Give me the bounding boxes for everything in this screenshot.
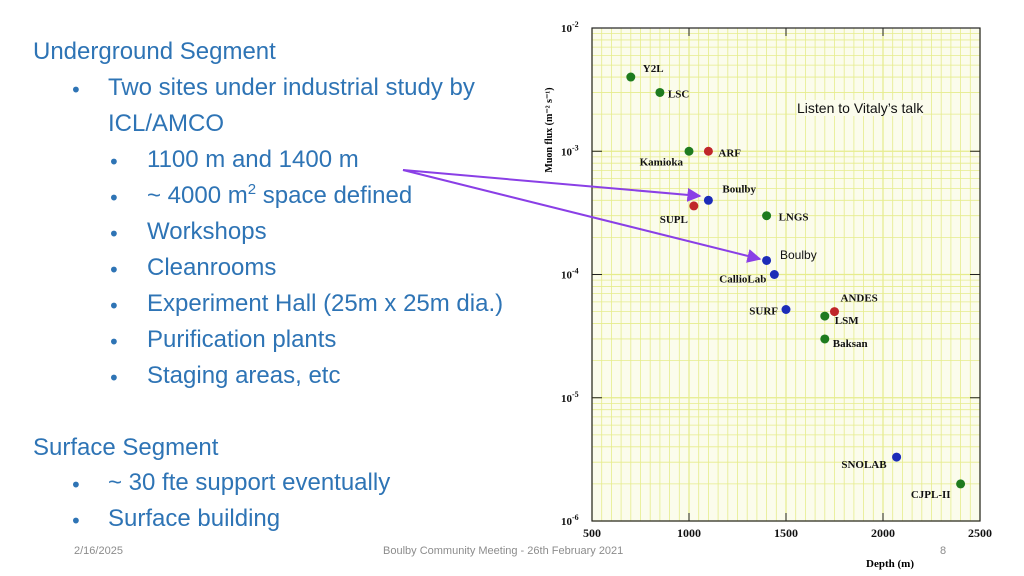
- data-point-label: CallioLab: [719, 274, 766, 286]
- data-point: [892, 452, 902, 462]
- underground-item: Workshops: [147, 218, 267, 245]
- vitaly-note: Listen to Vitaly’s talk: [797, 100, 924, 116]
- data-point: [689, 201, 699, 211]
- data-point-label: SNOLAB: [841, 459, 887, 471]
- x-tick-label: 1000: [677, 526, 701, 540]
- data-point: [762, 255, 772, 265]
- footer-page-number: 8: [940, 545, 947, 557]
- x-tick-label: 1500: [774, 526, 798, 540]
- bullet-icon: •: [70, 78, 82, 102]
- x-axis-label: Depth (m): [866, 558, 914, 570]
- data-point: [830, 307, 839, 317]
- data-point-label: LNGS: [779, 212, 809, 224]
- data-point-label: LSC: [668, 88, 689, 100]
- underground-item: Purification plants: [147, 326, 337, 353]
- data-point: [781, 305, 791, 315]
- y-tick-label: 10-5: [561, 390, 579, 405]
- x-tick-label: 2000: [871, 526, 895, 540]
- superscript-2: 2: [247, 181, 257, 198]
- underground-item: Cleanrooms: [147, 254, 277, 281]
- data-point-label: LSM: [835, 315, 859, 327]
- bullet-icon: •: [108, 258, 120, 282]
- data-point: [655, 87, 665, 97]
- y-tick-label: 10-6: [561, 513, 579, 528]
- data-point: [820, 334, 830, 344]
- data-point-label: Y2L: [643, 63, 664, 75]
- underground-intro-line2: ICL/AMCO: [108, 110, 225, 137]
- surface-item: Surface building: [108, 505, 281, 532]
- y-tick-label: 10-2: [561, 20, 579, 35]
- data-point-label: ANDES: [841, 293, 878, 305]
- data-point-label: SUPL: [660, 214, 688, 226]
- y-axis-label: Muon flux (m⁻² s⁻¹): [544, 87, 555, 172]
- arrow-to-boulby-1400: [402, 169, 762, 263]
- data-point-label: Kamioka: [640, 156, 684, 168]
- bullet-icon: •: [108, 294, 120, 318]
- boulby-callout-label: Boulby: [780, 248, 817, 262]
- bullet-icon: •: [108, 186, 120, 210]
- data-point: [703, 195, 713, 205]
- space-text-tail: space defined: [256, 182, 413, 209]
- surface-item: ~ 30 fte support eventually: [108, 469, 391, 496]
- underground-item: 1100 m and 1400 m: [147, 146, 359, 173]
- bullet-icon: •: [70, 509, 82, 533]
- tick-marks: [591, 27, 981, 522]
- surface-heading: Surface Segment: [33, 434, 219, 461]
- bullet-icon: •: [70, 473, 82, 497]
- data-point-label: SURF: [749, 306, 778, 318]
- data-point: [820, 311, 830, 321]
- y-tick-label: 10-3: [561, 143, 579, 158]
- data-point: [769, 270, 779, 279]
- data-point: [703, 146, 713, 156]
- y-tick-labels: 10-2 10-3 10-4 10-5 10-6: [561, 20, 579, 528]
- footer-title: Boulby Community Meeting - 26th February…: [383, 545, 624, 557]
- data-point-label: CJPL-II: [911, 489, 951, 501]
- data-point: [684, 146, 694, 156]
- bullet-icon: •: [108, 222, 120, 246]
- bullet-icon: •: [108, 366, 120, 390]
- x-tick-label: 2500: [968, 526, 992, 540]
- data-point-label: ARF: [718, 147, 741, 159]
- data-point: [956, 479, 966, 489]
- underground-item: Staging areas, etc: [147, 362, 341, 389]
- bullet-icon: •: [108, 150, 120, 174]
- y-tick-label: 10-4: [561, 267, 579, 282]
- data-point-label: Boulby: [722, 183, 756, 195]
- bullet-icon: •: [108, 330, 120, 354]
- x-tick-label: 500: [583, 526, 601, 540]
- x-tick-labels: 500 1000 1500 2000 2500: [583, 526, 992, 540]
- underground-item-space: ~ 4000 m2 space defined: [147, 182, 412, 210]
- data-point-label: Baksan: [833, 338, 868, 350]
- data-point: [762, 211, 772, 221]
- underground-intro-line1: Two sites under industrial study by: [108, 74, 475, 101]
- space-text: ~ 4000 m: [147, 182, 248, 209]
- underground-item: Experiment Hall (25m x 25m dia.): [147, 290, 504, 317]
- point-labels: Y2L LSC Kamioka ARF Boulby SUPL LNGS CallioLab S…: [640, 63, 951, 501]
- arrow-to-boulby-1100: [402, 169, 702, 202]
- footer-date: 2/16/2025: [74, 545, 123, 557]
- underground-heading: Underground Segment: [33, 38, 276, 65]
- data-points: [626, 72, 966, 489]
- data-point: [626, 72, 636, 82]
